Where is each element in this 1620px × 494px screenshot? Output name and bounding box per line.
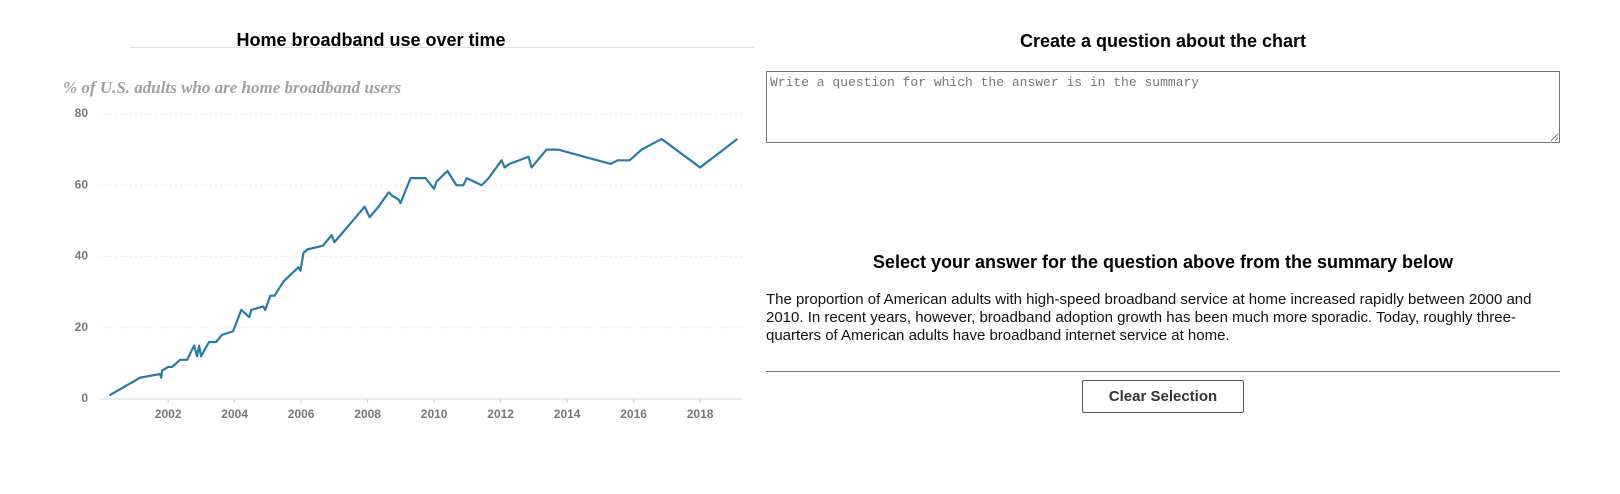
x-tick-label: 2014: [554, 407, 581, 421]
question-heading: Create a question about the chart: [1019, 31, 1307, 51]
question-input[interactable]: [766, 71, 1560, 143]
y-tick-label: 0: [81, 391, 88, 405]
y-tick-label: 20: [75, 320, 89, 334]
chart-title: Home broadband use over time: [236, 30, 505, 50]
chart: Home broadband use over time % of U.S. a…: [63, 30, 754, 421]
y-tick-label: 40: [75, 249, 89, 263]
y-tick-label: 80: [75, 106, 89, 120]
x-tick-label: 2012: [487, 407, 514, 421]
clear-button[interactable]: Clear Selection: [1082, 380, 1244, 413]
divider: [766, 371, 1560, 372]
x-tick-label: 2002: [155, 407, 182, 421]
x-tick-label: 2004: [221, 407, 248, 421]
summary-text[interactable]: The proportion of American adults with h…: [766, 291, 1532, 344]
x-tick-label: 2010: [421, 407, 448, 421]
x-tick-label: 2006: [288, 407, 315, 421]
y-tick-label: 60: [75, 177, 89, 191]
chart-subtitle: % of U.S. adults who are home broadband …: [63, 78, 402, 97]
x-tick-label: 2008: [354, 407, 381, 421]
data-line: [108, 137, 739, 397]
x-tick-label: 2016: [620, 407, 647, 421]
x-tick-label: 2018: [687, 407, 714, 421]
answer-heading: Select your answer for the question abov…: [872, 252, 1454, 272]
